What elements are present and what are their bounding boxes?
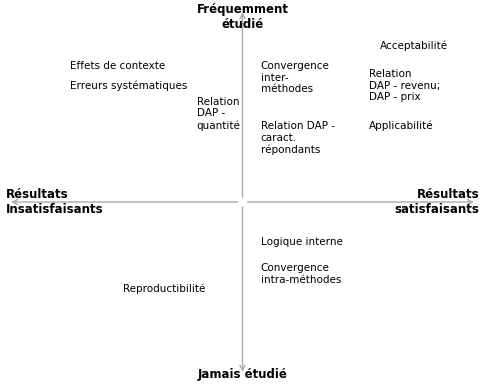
Text: Relation
DAP -
quantité: Relation DAP - quantité [196, 97, 240, 131]
Text: Relation DAP -
caract.
répondants: Relation DAP - caract. répondants [260, 121, 334, 155]
Text: Applicabilité: Applicabilité [368, 121, 433, 131]
Text: Acceptabilité: Acceptabilité [379, 40, 448, 51]
Text: Fréquemment
étudié: Fréquemment étudié [196, 3, 288, 31]
Text: Jamais étudié: Jamais étudié [197, 367, 287, 381]
Text: Résultats
satisfaisants: Résultats satisfaisants [393, 188, 478, 216]
Text: Convergence
inter-
méthodes: Convergence inter- méthodes [260, 61, 329, 94]
Text: Résultats
Insatisfaisants: Résultats Insatisfaisants [6, 188, 104, 216]
Text: Logique interne: Logique interne [260, 237, 342, 247]
Text: Reproductibilité: Reproductibilité [123, 283, 205, 293]
Text: Relation
DAP - revenu;
DAP - prix: Relation DAP - revenu; DAP - prix [368, 69, 439, 102]
Text: Erreurs systématiques: Erreurs systématiques [70, 80, 187, 91]
Text: Convergence
intra-méthodes: Convergence intra-méthodes [260, 263, 341, 285]
Text: Effets de contexte: Effets de contexte [70, 61, 165, 71]
